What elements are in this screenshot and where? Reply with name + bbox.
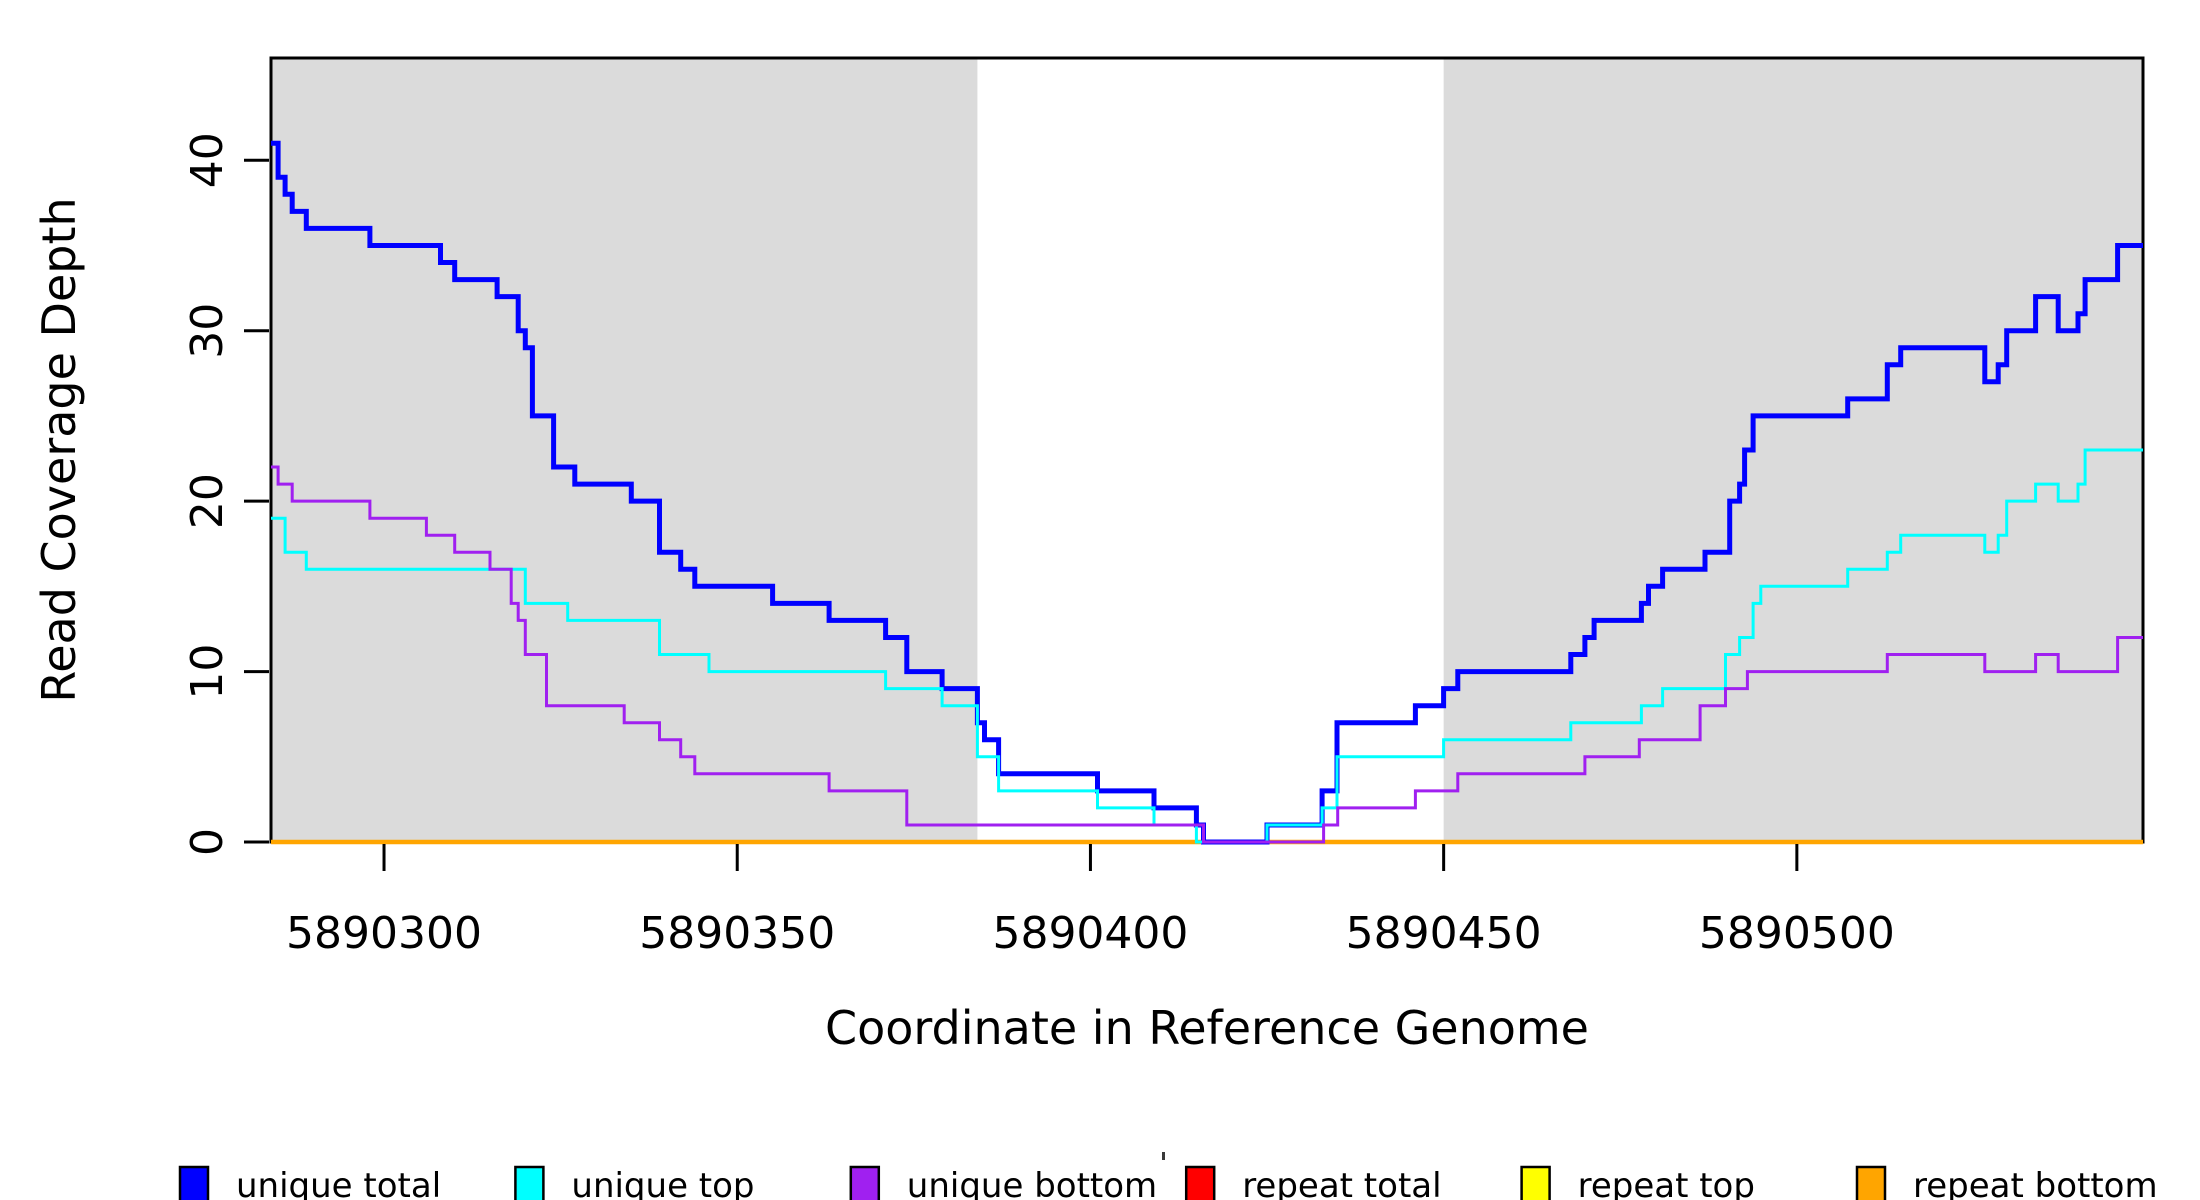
legend-item: unique bottom: [849, 1165, 1157, 1200]
legend-item: repeat total: [1184, 1165, 1442, 1200]
legend-item: repeat top: [1520, 1165, 1755, 1200]
legend-swatch-repeat-top: [1520, 1165, 1551, 1200]
y-tick-label: 40: [182, 132, 233, 188]
y-tick-label: 20: [182, 473, 233, 529]
series-unique-bottom-line: [271, 465, 2143, 844]
legend-label-repeat-top: repeat top: [1578, 1166, 1755, 1200]
shaded-region-right: [1443, 58, 2143, 842]
y-tick-label: 10: [182, 644, 233, 700]
series-unique-top-line: [271, 448, 2143, 844]
legend-item: unique total: [178, 1165, 441, 1200]
legend-swatch-repeat-total: [1184, 1165, 1216, 1200]
shaded-region-left: [271, 58, 978, 842]
x-axis-title: Coordinate in Reference Genome: [825, 1001, 1589, 1055]
series-lines: [271, 140, 2143, 845]
x-tick-label: 5890350: [639, 908, 835, 959]
legend-label-unique-bottom: unique bottom: [907, 1166, 1157, 1200]
legend-swatch-unique-bottom: [849, 1165, 881, 1200]
legend-item: unique top: [514, 1165, 755, 1200]
legend-label-unique-top: unique top: [571, 1166, 754, 1200]
x-tick-label: 5890500: [1699, 908, 1895, 959]
x-tick-label: 5890400: [992, 908, 1188, 959]
x-tick-label: 5890450: [1346, 908, 1542, 959]
axes: 5890300 5890350 5890400 5890450 5890500 0 10 20…: [182, 132, 1895, 959]
y-axis-title: Read Coverage Depth: [32, 197, 86, 702]
legend-label-unique-total: unique total: [236, 1166, 441, 1200]
legend-label-repeat-total: repeat total: [1242, 1166, 1441, 1200]
legend: unique total unique top unique bottom repea…: [178, 1165, 2158, 1200]
legend-item: repeat bottom: [1855, 1165, 2158, 1200]
shaded-regions: [271, 58, 2143, 842]
legend-swatch-unique-top: [514, 1165, 545, 1200]
legend-swatch-repeat-bottom: [1855, 1165, 1887, 1200]
legend-label-repeat-bottom: repeat bottom: [1913, 1166, 2158, 1200]
y-tick-label: 30: [182, 303, 233, 359]
legend-swatch-unique-total: [178, 1165, 210, 1200]
y-tick-label: 0: [182, 828, 233, 856]
x-tick-label: 5890300: [286, 908, 482, 959]
stray-mark-artifact: [1162, 1152, 1165, 1160]
